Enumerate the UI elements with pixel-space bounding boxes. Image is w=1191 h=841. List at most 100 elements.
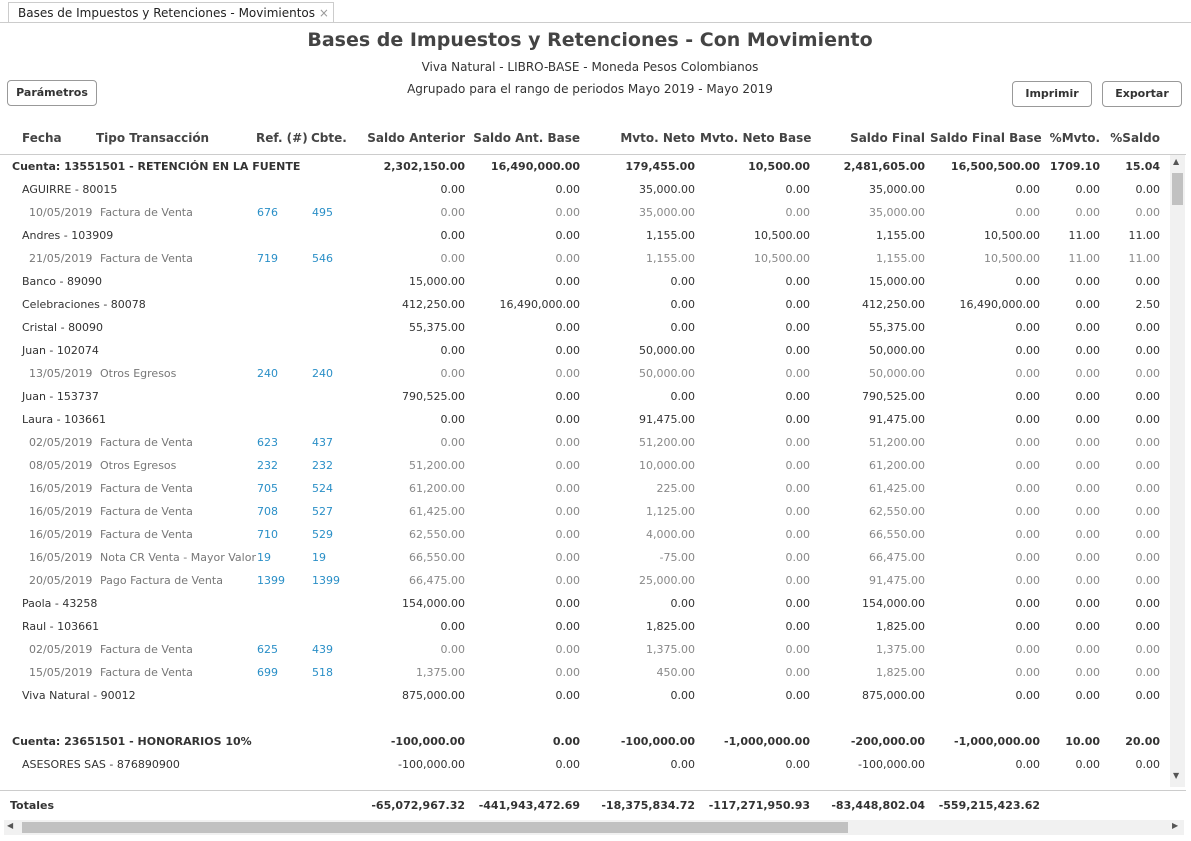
- party-label: ASESORES SAS - 876890900: [22, 758, 180, 771]
- amount-cell: 154,000.00: [402, 597, 465, 610]
- imprimir-button[interactable]: Imprimir: [1012, 81, 1092, 107]
- amount-cell: 0.00: [785, 206, 811, 219]
- amount-cell: 0.00: [785, 436, 811, 449]
- h-scrollbar[interactable]: ◀ ▶: [4, 820, 1184, 835]
- amount-cell: -559,215,423.62: [938, 799, 1040, 812]
- amount-cell: 179,455.00: [625, 160, 695, 173]
- amount-cell: 0.00: [1135, 344, 1161, 357]
- amount-cell: 0.00: [555, 597, 581, 610]
- amount-cell: 1,125.00: [646, 505, 695, 518]
- movement-cbte[interactable]: 518: [312, 666, 333, 679]
- amount-cell: 0.00: [1075, 528, 1101, 541]
- movement-ref[interactable]: 240: [257, 367, 278, 380]
- amount-cell: 0.00: [555, 574, 581, 587]
- movement-ref[interactable]: 232: [257, 459, 278, 472]
- amount-cell: -83,448,802.04: [831, 799, 925, 812]
- v-thumb[interactable]: [1172, 173, 1183, 205]
- movement-cbte[interactable]: 437: [312, 436, 333, 449]
- v-scrollbar[interactable]: ▲ ▼: [1170, 155, 1185, 787]
- amount-cell: 0.00: [555, 436, 581, 449]
- amount-cell: 0.00: [785, 482, 811, 495]
- amount-cell: 0.00: [1015, 482, 1041, 495]
- movement-ref[interactable]: 676: [257, 206, 278, 219]
- amount-cell: 35,000.00: [639, 183, 695, 196]
- movement-date: 16/05/2019: [29, 528, 93, 541]
- amount-cell: 0.00: [785, 689, 811, 702]
- amount-cell: 0.00: [1135, 551, 1161, 564]
- movement-cbte[interactable]: 19: [312, 551, 326, 564]
- amount-cell: 0.00: [1015, 505, 1041, 518]
- party-label: Laura - 103661: [22, 413, 107, 426]
- movement-ref[interactable]: 705: [257, 482, 278, 495]
- tab-close[interactable]: ×: [318, 6, 329, 20]
- account-label: Cuenta: 13551501 - RETENCIÓN EN LA FUENT…: [12, 160, 301, 173]
- movement-ref[interactable]: 719: [257, 252, 278, 265]
- amount-cell: 0.00: [1015, 528, 1041, 541]
- v-arrow-up[interactable]: ▲: [1173, 157, 1180, 166]
- movement-cbte[interactable]: 1399: [312, 574, 340, 587]
- movement-cbte[interactable]: 524: [312, 482, 333, 495]
- amount-cell: 2,302,150.00: [383, 160, 465, 173]
- amount-cell: 0.00: [785, 597, 811, 610]
- movement-ref[interactable]: 623: [257, 436, 278, 449]
- amount-cell: 35,000.00: [639, 206, 695, 219]
- movement-date: 10/05/2019: [29, 206, 93, 219]
- movement-ref[interactable]: 19: [257, 551, 271, 564]
- amount-cell: 0.00: [555, 758, 581, 771]
- party-label: Banco - 89090: [22, 275, 102, 288]
- amount-cell: 0.00: [1015, 390, 1041, 403]
- amount-cell: 10,500.00: [984, 252, 1040, 265]
- amount-cell: 0.00: [440, 620, 466, 633]
- movement-ref[interactable]: 625: [257, 643, 278, 656]
- movement-type: Nota CR Venta - Mayor Valor: [100, 551, 256, 564]
- amount-cell: 0.00: [1015, 275, 1041, 288]
- amount-cell: 0.00: [1075, 597, 1101, 610]
- parametros-button[interactable]: Parámetros: [7, 80, 97, 106]
- tab[interactable]: Bases de Impuestos y Retenciones - Movim…: [8, 2, 334, 23]
- movement-type: Otros Egresos: [100, 367, 177, 380]
- movement-ref[interactable]: 710: [257, 528, 278, 541]
- movement-cbte[interactable]: 546: [312, 252, 333, 265]
- amount-cell: 0.00: [785, 298, 811, 311]
- amount-cell: 51,200.00: [639, 436, 695, 449]
- amount-cell: 15.04: [1125, 160, 1160, 173]
- movement-cbte[interactable]: 527: [312, 505, 333, 518]
- report-subtitle: Viva Natural - LIBRO-BASE - Moneda Pesos…: [421, 60, 759, 74]
- amount-cell: 875,000.00: [402, 689, 465, 702]
- amount-cell: 0.00: [1015, 436, 1041, 449]
- amount-cell: 15,000.00: [409, 275, 465, 288]
- amount-cell: 0.00: [440, 643, 466, 656]
- h-arrow-right[interactable]: ▶: [1172, 821, 1179, 830]
- movement-cbte[interactable]: 529: [312, 528, 333, 541]
- amount-cell: 1,825.00: [876, 620, 925, 633]
- movement-cbte[interactable]: 439: [312, 643, 333, 656]
- h-arrow-left[interactable]: ◀: [7, 821, 14, 830]
- amount-cell: 0.00: [785, 344, 811, 357]
- amount-cell: 66,475.00: [869, 551, 925, 564]
- amount-cell: 0.00: [1135, 574, 1161, 587]
- amount-cell: 875,000.00: [862, 689, 925, 702]
- amount-cell: 66,550.00: [409, 551, 465, 564]
- amount-cell: 0.00: [1075, 206, 1101, 219]
- v-arrow-down[interactable]: ▼: [1173, 771, 1180, 780]
- movement-ref[interactable]: 708: [257, 505, 278, 518]
- amount-cell: 0.00: [1015, 666, 1041, 679]
- movement-cbte[interactable]: 495: [312, 206, 333, 219]
- amount-cell: 0.00: [785, 505, 811, 518]
- movement-ref[interactable]: 1399: [257, 574, 285, 587]
- tab-title: Bases de Impuestos y Retenciones - Movim…: [18, 6, 316, 20]
- movement-ref[interactable]: 699: [257, 666, 278, 679]
- amount-cell: 0.00: [670, 298, 696, 311]
- h-thumb[interactable]: [22, 822, 848, 833]
- movement-cbte[interactable]: 240: [312, 367, 333, 380]
- party-label: Viva Natural - 90012: [22, 689, 136, 702]
- amount-cell: 0.00: [785, 551, 811, 564]
- movement-type: Factura de Venta: [100, 528, 193, 541]
- amount-cell: 1,375.00: [646, 643, 695, 656]
- movement-type: Factura de Venta: [100, 252, 193, 265]
- movement-cbte[interactable]: 232: [312, 459, 333, 472]
- exportar-button[interactable]: Exportar: [1102, 81, 1182, 107]
- amount-cell: 91,475.00: [869, 413, 925, 426]
- amount-cell: 0.00: [1135, 620, 1161, 633]
- amount-cell: 0.00: [555, 390, 581, 403]
